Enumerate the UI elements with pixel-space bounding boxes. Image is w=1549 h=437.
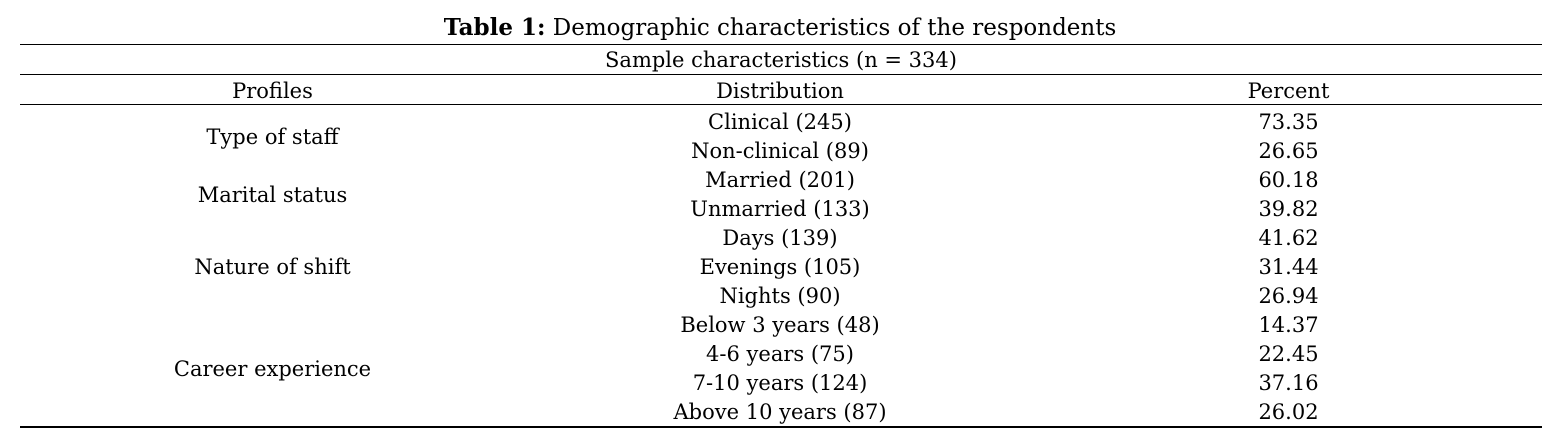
profile-group-label: Nature of shift xyxy=(194,255,351,279)
table-caption-text: Demographic characteristics of the respo… xyxy=(545,15,1117,41)
distribution-cell: Evenings (105) xyxy=(699,255,861,279)
percent-cell: 39.82 xyxy=(1258,197,1319,221)
percent-cell: 26.02 xyxy=(1258,400,1319,424)
distribution-cell: 4-6 years (75) xyxy=(706,342,854,366)
percent-cell: 37.16 xyxy=(1258,371,1319,395)
bottom-rule xyxy=(20,426,1542,428)
header-rule xyxy=(20,104,1542,105)
distribution-cell: Married (201) xyxy=(705,168,855,192)
header-distribution: Distribution xyxy=(716,79,844,103)
percent-cell: 41.62 xyxy=(1258,226,1319,250)
percent-cell: 14.37 xyxy=(1258,313,1319,337)
percent-cell: 31.44 xyxy=(1258,255,1319,279)
profile-group-label: Type of staff xyxy=(206,124,339,149)
sample-rule xyxy=(20,74,1542,75)
distribution-cell: Nights (90) xyxy=(719,284,841,308)
sample-characteristics-row: Sample characteristics (n = 334) xyxy=(605,48,957,72)
distribution-cell: Above 10 years (87) xyxy=(673,400,887,424)
table-caption-lead: Table 1: xyxy=(443,14,546,41)
distribution-cell: Clinical (245) xyxy=(708,110,852,134)
top-rule xyxy=(20,44,1542,45)
table-caption: Table 1: Demographic characteristics of … xyxy=(0,13,1549,43)
percent-cell: 26.65 xyxy=(1258,139,1319,163)
percent-cell: 60.18 xyxy=(1258,168,1319,192)
distribution-cell: Days (139) xyxy=(722,226,838,250)
profile-group-label: Marital status xyxy=(197,182,348,207)
percent-cell: 22.45 xyxy=(1258,342,1319,366)
distribution-cell: Unmarried (133) xyxy=(690,197,870,221)
header-profiles: Profiles xyxy=(232,79,313,103)
distribution-cell: Below 3 years (48) xyxy=(680,313,880,337)
percent-cell: 73.35 xyxy=(1258,110,1319,134)
percent-cell: 26.94 xyxy=(1258,284,1319,308)
distribution-cell: Non-clinical (89) xyxy=(691,139,869,163)
header-percent: Percent xyxy=(1247,79,1330,103)
distribution-cell: 7-10 years (124) xyxy=(692,371,868,395)
profile-group-label: Career experience xyxy=(173,356,372,381)
